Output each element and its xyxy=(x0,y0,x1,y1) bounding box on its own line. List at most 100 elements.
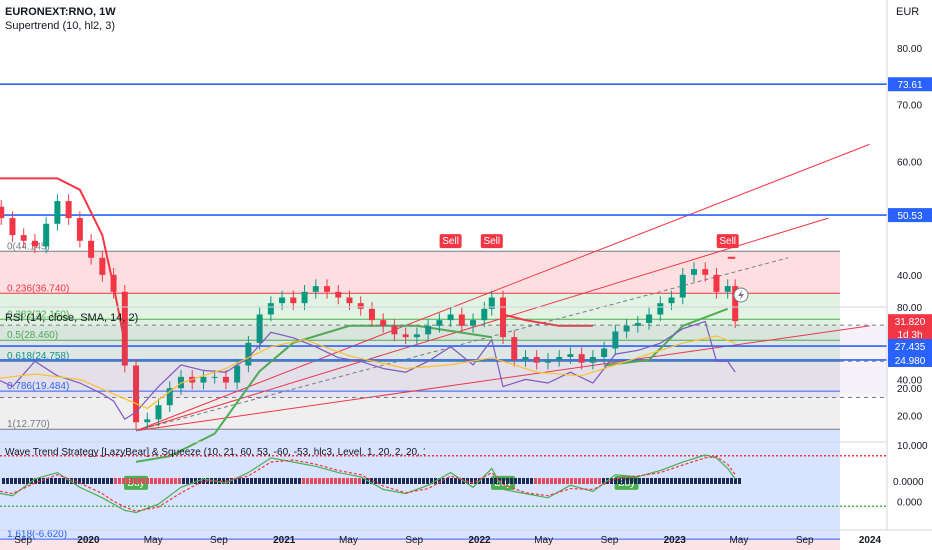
squeeze-dot xyxy=(6,478,9,484)
squeeze-dot xyxy=(326,478,329,484)
candle xyxy=(20,235,27,241)
squeeze-dot xyxy=(602,478,605,484)
squeeze-dot xyxy=(10,478,13,484)
squeeze-dot xyxy=(290,478,293,484)
squeeze-dot xyxy=(58,478,61,484)
rsi-legend[interactable]: RSI (14, close, SMA, 14, 2) xyxy=(5,312,139,324)
fibonacci-retracement[interactable]: 0(44.145) 0.236(36.740) 0.382(32.160) 0.5(2… xyxy=(0,241,840,550)
price-tick-label: 0.000 xyxy=(897,498,922,509)
squeeze-dot xyxy=(638,478,641,484)
time-tick-label: Sep xyxy=(405,535,423,546)
trendline xyxy=(135,257,789,432)
rsi-tick-label: 40.00 xyxy=(897,375,922,386)
fib-level-label: 0.5(28.460) xyxy=(7,330,58,341)
price-tick-label: 70.00 xyxy=(897,101,922,112)
squeeze-dot xyxy=(82,478,85,484)
price-badge-text: 24.980 xyxy=(895,356,926,367)
squeeze-dot xyxy=(446,478,449,484)
squeeze-dot xyxy=(78,478,81,484)
squeeze-dot xyxy=(178,478,181,484)
squeeze-dot xyxy=(222,478,225,484)
squeeze-dot xyxy=(534,478,537,484)
supertrend-up xyxy=(135,324,492,463)
squeeze-dot xyxy=(382,478,385,484)
squeeze-dot xyxy=(550,478,553,484)
rsi-pane xyxy=(0,320,887,421)
squeeze-dot xyxy=(138,478,141,484)
trendline xyxy=(135,325,870,432)
squeeze-dot xyxy=(278,478,281,484)
price-badge-text: 73.61 xyxy=(897,80,922,91)
squeeze-dot xyxy=(370,478,373,484)
candle xyxy=(121,291,128,366)
rsi-tick-label: 80.00 xyxy=(897,303,922,314)
candle xyxy=(312,286,319,292)
supertrend-legend[interactable]: Supertrend (10, hl2, 3) xyxy=(5,20,116,32)
symbol-title[interactable]: EURONEXT:RNO, 1W xyxy=(5,6,116,18)
fib-level-label: 0.786(19.484) xyxy=(7,381,69,392)
squeeze-dot xyxy=(70,478,73,484)
time-tick-label: May xyxy=(144,535,163,546)
wavetrend-legend[interactable]: Wave Trend Strategy [LazyBear] & Squeeze… xyxy=(5,447,425,458)
candle xyxy=(668,297,675,304)
squeeze-dot xyxy=(702,478,705,484)
candle xyxy=(589,357,596,363)
squeeze-dot xyxy=(734,478,737,484)
squeeze-dot xyxy=(142,478,145,484)
squeeze-dot xyxy=(650,478,653,484)
squeeze-dot xyxy=(130,478,133,484)
price-axis[interactable]: 80.0070.0060.0040.0030.0020.0010.0000.00… xyxy=(893,44,931,550)
time-tick-label: 2024 xyxy=(859,535,882,546)
price-badge-text: 31.820 xyxy=(895,317,926,328)
horizontal-lines[interactable] xyxy=(0,83,887,361)
time-tick-label: May xyxy=(339,535,358,546)
price-tick-label: 40.00 xyxy=(897,271,922,282)
squeeze-dot xyxy=(334,478,337,484)
candle xyxy=(425,325,432,335)
misc xyxy=(0,0,932,531)
candle xyxy=(290,297,297,304)
squeeze-dot xyxy=(450,478,453,484)
candle xyxy=(99,257,106,275)
squeeze-dot xyxy=(538,478,541,484)
squeeze-dot xyxy=(578,478,581,484)
fib-level-label: 1.618(-6.620) xyxy=(7,529,67,540)
squeeze-dot xyxy=(722,478,725,484)
candle xyxy=(267,303,274,315)
squeeze-dot xyxy=(490,478,493,484)
squeeze-dot xyxy=(430,478,433,484)
trendlines[interactable] xyxy=(135,143,870,432)
time-axis[interactable]: Sep 2020 May Sep 2021 May Sep 2022 May Sep 2023 May… xyxy=(14,535,881,546)
fib-zone xyxy=(0,293,840,320)
signal-text: Sell xyxy=(719,236,736,247)
squeeze-dot xyxy=(266,478,269,484)
squeeze-dot xyxy=(618,478,621,484)
time-tick-label: Sep xyxy=(210,535,228,546)
time-tick-label: 2021 xyxy=(273,535,296,546)
price-tick-label: 10.000 xyxy=(897,441,928,452)
squeeze-dot xyxy=(698,478,701,484)
squeeze-dot xyxy=(510,478,513,484)
squeeze-dot xyxy=(306,478,309,484)
squeeze-dot xyxy=(242,478,245,484)
candle xyxy=(470,320,477,326)
time-tick-label: 2023 xyxy=(664,535,687,546)
squeeze-dot xyxy=(254,478,257,484)
squeeze-dot xyxy=(362,478,365,484)
squeeze-dot xyxy=(710,478,713,484)
candle xyxy=(9,218,16,236)
candle xyxy=(391,325,398,335)
squeeze-dot xyxy=(726,478,729,484)
squeeze-dot xyxy=(406,478,409,484)
candle xyxy=(166,388,173,406)
price-tick-label: 60.00 xyxy=(897,157,922,168)
candle xyxy=(691,269,697,275)
squeeze-dot xyxy=(418,478,421,484)
squeeze-dot xyxy=(454,478,457,484)
candle xyxy=(436,320,443,326)
candle xyxy=(533,357,540,363)
rsi-series-line xyxy=(0,335,736,410)
squeeze-dot xyxy=(134,478,137,484)
candle xyxy=(245,342,252,366)
